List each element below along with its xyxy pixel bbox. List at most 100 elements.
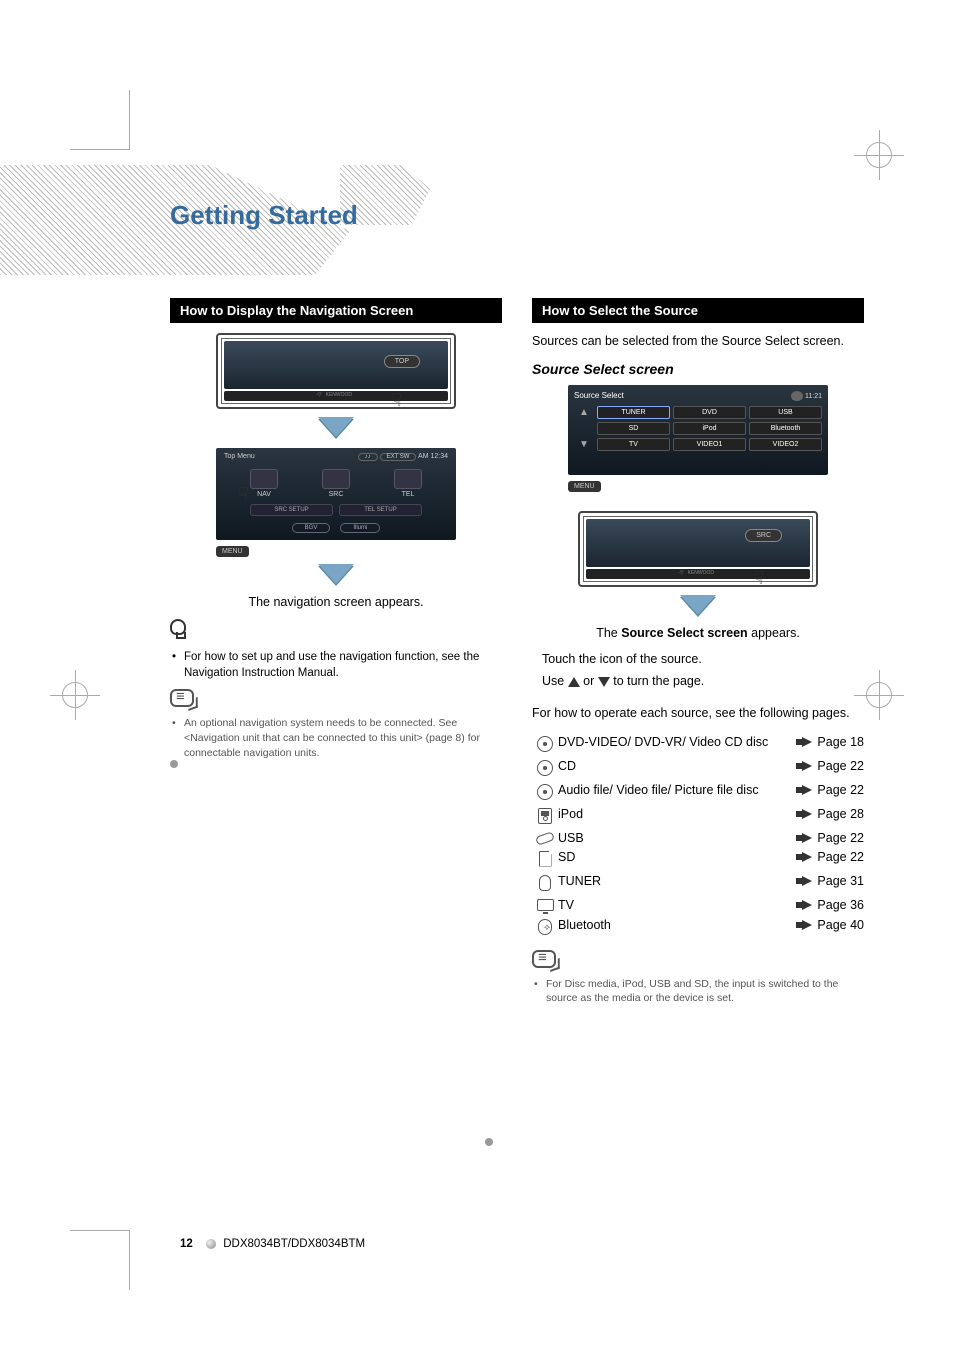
page-number: 12 [180,1238,193,1250]
extsw-pill[interactable]: EXT SW [380,453,417,461]
note-icon [170,685,502,716]
down-arrow [532,595,864,620]
src-sd[interactable]: SD [597,422,670,435]
top-menu-screen: Top Menu ♪♪ EXT SW AM 12:34 NAV SRC TEL [216,448,456,558]
source-caption: The Source Select screen appears. [532,626,864,640]
source-icon [532,783,558,803]
footer-dot-icon [206,1239,216,1249]
clock-label: AM 12:34 [418,453,448,460]
bgv-button[interactable]: BGV [292,523,331,533]
model-label: DDX8034BT/DDX8034BTM [223,1238,365,1250]
nav-header: How to Display the Navigation Screen [170,298,502,323]
note-icon [532,946,864,977]
source-intro: Sources can be selected from the Source … [532,333,864,351]
src-tv[interactable]: TV [597,438,670,451]
page-ref: Page 28 [784,807,864,821]
source-row: USB Page 22 [532,829,864,848]
pointer-icon: ☟ [238,484,249,505]
source-icon [532,831,558,846]
up-icon [568,677,580,687]
source-row: CD Page 22 [532,757,864,781]
source-label: DVD-VIDEO/ DVD-VR/ Video CD disc [558,735,784,749]
source-row: ⟡Bluetooth Page 40 [532,916,864,940]
source-row: iPod Page 28 [532,805,864,829]
src-dvd[interactable]: DVD [673,406,746,419]
footnote-text: For Disc media, iPod, USB and SD, the in… [546,977,864,1006]
down-icon [598,677,610,687]
source-select-screen: Source Select 11:21 ▲ TUNER DVD USB SD i… [568,385,828,493]
page-footer: 12 DDX8034BT/DDX8034BTM [180,1238,365,1250]
source-label: Bluetooth [558,918,784,932]
topmenu-title: Top Menu [224,453,255,460]
tel-setup-button[interactable]: TEL SETUP [339,504,422,516]
page-ref: Page 22 [784,850,864,864]
audio-pill[interactable]: ♪♪ [358,453,378,461]
src-video2[interactable]: VIDEO2 [749,438,822,451]
crop-mark [854,130,904,180]
registration-dot [485,1138,493,1146]
menu-button[interactable]: MENU [568,481,601,492]
source-row: DVD-VIDEO/ DVD-VR/ Video CD disc Page 18 [532,733,864,757]
brand-label: KENWOOD [322,392,356,398]
src-button[interactable]: SRC [745,529,782,542]
source-label: iPod [558,807,784,821]
instruction-1: Touch the icon of the source. [542,650,854,669]
src-video1[interactable]: VIDEO1 [673,438,746,451]
source-label: USB [558,831,784,845]
source-icon [532,874,558,894]
page-ref: Page 40 [784,918,864,932]
source-subtitle: Source Select screen [532,361,864,377]
page-ref: Page 22 [784,783,864,797]
tel-item[interactable]: TEL [374,469,442,498]
brand-label: KENWOOD [684,570,718,576]
nav-caption: The navigation screen appears. [170,595,502,609]
pointer-icon: ☟ [391,390,402,411]
source-icon [532,759,558,779]
page-title: Getting Started [170,200,864,231]
page-down[interactable]: ▼ [574,439,594,450]
source-icon: ⟡ [532,918,558,938]
page-ref: Page 18 [784,735,864,749]
page-ref: Page 31 [784,874,864,888]
page-ref: Page 22 [784,759,864,773]
source-row: TUNER Page 31 [532,872,864,896]
registration-dot [170,760,178,768]
source-row: TV Page 36 [532,896,864,916]
source-label: Audio file/ Video file/ Picture file dis… [558,783,784,797]
device-screen-src: SRC ◦▽KENWOOD ☟ [578,511,818,587]
list-intro: For how to operate each source, see the … [532,705,864,723]
src-tuner[interactable]: TUNER [597,406,670,419]
src-item[interactable]: SRC [302,469,370,498]
source-label: TUNER [558,874,784,888]
source-list: DVD-VIDEO/ DVD-VR/ Video CD disc Page 18… [532,733,864,940]
source-label: TV [558,898,784,912]
crop-mark [50,670,100,720]
crop-mark [70,90,130,150]
note-text: An optional navigation system needs to b… [184,716,502,760]
src-setup-button[interactable]: SRC SETUP [250,504,333,516]
left-column: How to Display the Navigation Screen TOP… [170,298,502,1009]
pointer-icon: ☟ [753,568,764,589]
src-bluetooth[interactable]: Bluetooth [749,422,822,435]
source-icon [532,735,558,755]
down-arrow [170,417,502,442]
menu-button[interactable]: MENU [216,546,249,557]
src-ipod[interactable]: iPod [673,422,746,435]
top-button[interactable]: TOP [384,355,420,368]
src-usb[interactable]: USB [749,406,822,419]
tip-text: For how to set up and use the navigation… [184,649,502,681]
source-row: SD Page 22 [532,848,864,872]
illumi-button[interactable]: Illumi [340,523,380,533]
crop-mark [854,670,904,720]
source-icon [532,850,558,870]
page-up[interactable]: ▲ [574,407,594,418]
source-label: SD [558,850,784,864]
screen-time: 11:21 [789,391,822,402]
page-ref: Page 22 [784,831,864,845]
device-screen-top: TOP ◦▽KENWOOD ☟ [216,333,456,409]
right-column: How to Select the Source Sources can be … [532,298,864,1009]
screen-title: Source Select [574,391,624,400]
instruction-2: Use or to turn the page. [542,672,854,691]
source-icon [532,807,558,827]
tip-icon [170,619,192,645]
